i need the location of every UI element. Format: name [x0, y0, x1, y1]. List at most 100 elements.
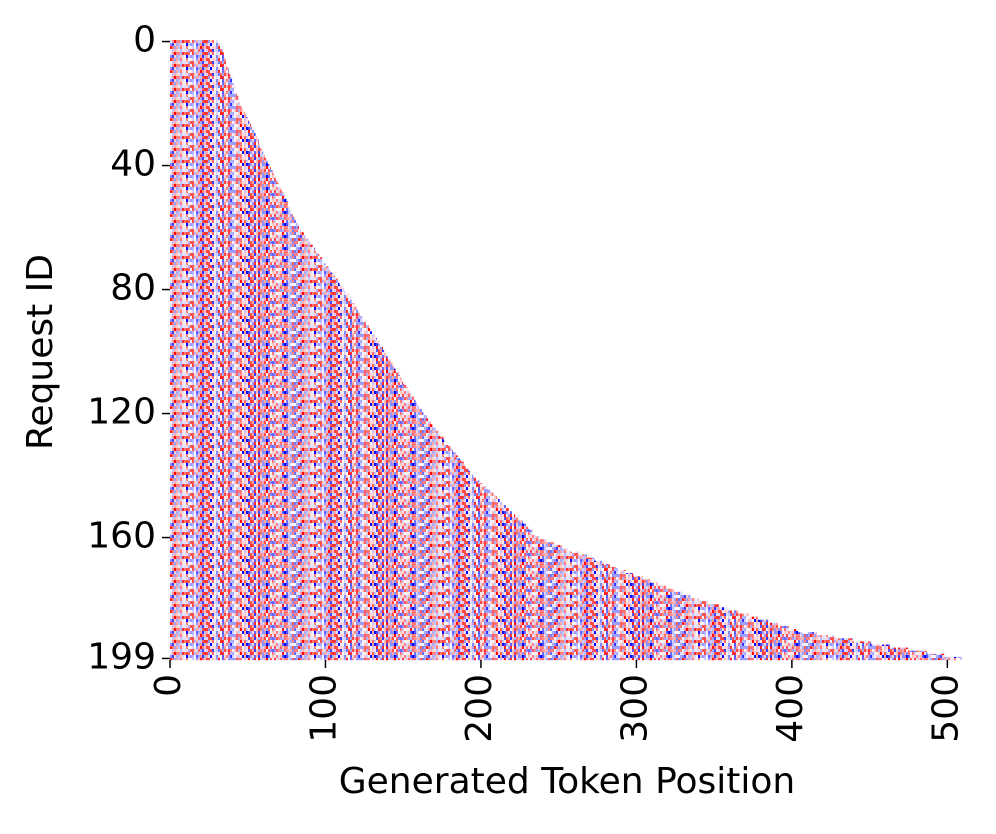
request-row — [170, 250, 318, 255]
request-row — [170, 188, 282, 193]
request-row — [170, 133, 256, 137]
request-row — [170, 576, 643, 580]
request-row — [170, 120, 250, 124]
request-row — [170, 343, 380, 348]
request-row — [170, 520, 523, 524]
request-row — [170, 74, 231, 78]
request-row — [170, 486, 486, 490]
x-tick-label: 0 — [148, 674, 189, 697]
request-row — [170, 579, 651, 583]
y-axis-label: Request ID — [20, 254, 61, 450]
request-row — [170, 226, 300, 230]
request-row — [170, 374, 401, 379]
request-row — [170, 371, 399, 375]
request-row — [170, 607, 729, 611]
request-row — [170, 396, 415, 400]
request-row — [170, 483, 483, 487]
request-row — [170, 449, 453, 453]
request-row — [170, 427, 436, 431]
request-row — [170, 340, 379, 344]
request-row — [170, 148, 262, 152]
request-row — [170, 551, 579, 555]
request-row — [170, 464, 466, 468]
request-row — [170, 232, 304, 236]
request-row — [170, 114, 247, 118]
request-row — [170, 650, 928, 654]
request-row — [170, 40, 220, 44]
request-row — [170, 418, 429, 422]
request-row — [170, 160, 268, 165]
request-row — [170, 123, 251, 127]
request-row — [170, 260, 324, 264]
request-row — [170, 263, 326, 267]
request-row — [170, 309, 359, 313]
request-row — [170, 625, 789, 630]
request-row — [170, 126, 253, 131]
request-row — [170, 92, 237, 96]
request-row — [170, 297, 351, 301]
request-row — [170, 381, 404, 385]
y-tick-label: 120 — [87, 392, 156, 433]
request-row — [170, 306, 357, 310]
request-row — [170, 241, 310, 245]
request-row — [170, 653, 945, 658]
request-row — [170, 638, 853, 642]
request-row — [170, 557, 595, 561]
request-row — [170, 170, 273, 174]
request-row — [170, 610, 740, 614]
request-row — [170, 532, 536, 537]
request-row — [170, 359, 391, 363]
y-tick-label: 199 — [87, 636, 156, 677]
request-row — [170, 164, 270, 168]
request-row — [170, 322, 366, 326]
y-tick-label: 80 — [110, 268, 156, 309]
x-tick-label: 400 — [770, 674, 811, 743]
request-row — [170, 523, 527, 527]
request-row — [170, 61, 226, 65]
request-row — [170, 424, 433, 428]
request-row — [170, 446, 452, 450]
request-row — [170, 266, 329, 270]
request-row — [170, 157, 267, 162]
request-row — [170, 346, 383, 351]
request-row — [170, 489, 491, 493]
request-row — [170, 517, 519, 521]
request-row — [170, 405, 419, 410]
request-row — [170, 415, 427, 419]
request-row — [170, 461, 464, 465]
y-tick-label: 0 — [133, 20, 156, 61]
request-row — [170, 498, 500, 503]
request-row — [170, 229, 301, 233]
x-tick-label: 500 — [925, 674, 966, 743]
request-row — [170, 71, 230, 75]
request-row — [170, 362, 393, 366]
request-row — [170, 167, 272, 171]
request-row — [170, 365, 394, 369]
request-row — [170, 390, 410, 394]
request-row — [170, 408, 422, 413]
request-row — [170, 219, 296, 224]
request-row — [170, 173, 275, 177]
x-tick-label: 300 — [614, 674, 655, 743]
request-row — [170, 281, 340, 286]
request-row — [170, 49, 223, 53]
request-row — [170, 235, 306, 239]
request-row — [170, 554, 587, 558]
request-row — [170, 582, 659, 586]
request-row — [170, 526, 530, 530]
request-row — [170, 585, 666, 589]
request-row — [170, 334, 376, 338]
request-row — [170, 439, 446, 444]
request-row — [170, 548, 570, 552]
request-row — [170, 563, 610, 568]
request-row — [170, 545, 562, 549]
request-row — [170, 291, 346, 295]
request-row — [170, 629, 799, 633]
request-row — [170, 315, 363, 320]
request-row — [170, 269, 331, 273]
request-row — [170, 86, 236, 90]
request-row — [170, 117, 248, 121]
request-row — [170, 185, 281, 189]
request-row — [170, 179, 278, 183]
